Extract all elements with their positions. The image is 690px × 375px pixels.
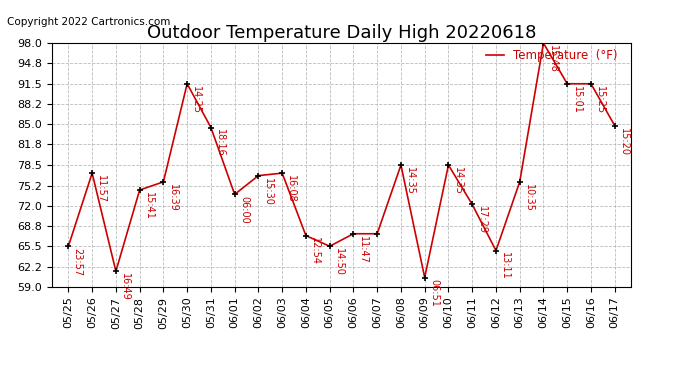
- Text: 12:54: 12:54: [310, 237, 320, 266]
- Text: 15:48: 15:48: [548, 45, 558, 73]
- Text: 16:39: 16:39: [168, 184, 177, 211]
- Text: 16:49: 16:49: [120, 273, 130, 301]
- Text: 15:20: 15:20: [619, 128, 629, 156]
- Text: 18:16: 18:16: [215, 129, 225, 157]
- Text: 11:47: 11:47: [357, 236, 368, 264]
- Text: 14:25: 14:25: [191, 86, 201, 114]
- Text: 15:30: 15:30: [263, 177, 273, 206]
- Text: 15:25: 15:25: [595, 86, 605, 114]
- Title: Outdoor Temperature Daily High 20220618: Outdoor Temperature Daily High 20220618: [147, 24, 536, 42]
- Legend: Temperature  (°F): Temperature (°F): [482, 44, 622, 67]
- Text: 15:01: 15:01: [571, 86, 582, 114]
- Text: 17:29: 17:29: [477, 206, 486, 234]
- Text: 06:51: 06:51: [429, 279, 439, 307]
- Text: 14:35: 14:35: [405, 167, 415, 195]
- Text: Copyright 2022 Cartronics.com: Copyright 2022 Cartronics.com: [7, 17, 170, 27]
- Text: 13:11: 13:11: [500, 252, 510, 280]
- Text: 14:35: 14:35: [453, 167, 463, 195]
- Text: 14:50: 14:50: [334, 248, 344, 276]
- Text: 15:41: 15:41: [144, 192, 154, 220]
- Text: 16:08: 16:08: [286, 175, 297, 203]
- Text: 23:57: 23:57: [72, 248, 83, 276]
- Text: 06:00: 06:00: [239, 196, 249, 224]
- Text: 10:35: 10:35: [524, 184, 534, 211]
- Text: 11:57: 11:57: [97, 175, 106, 203]
